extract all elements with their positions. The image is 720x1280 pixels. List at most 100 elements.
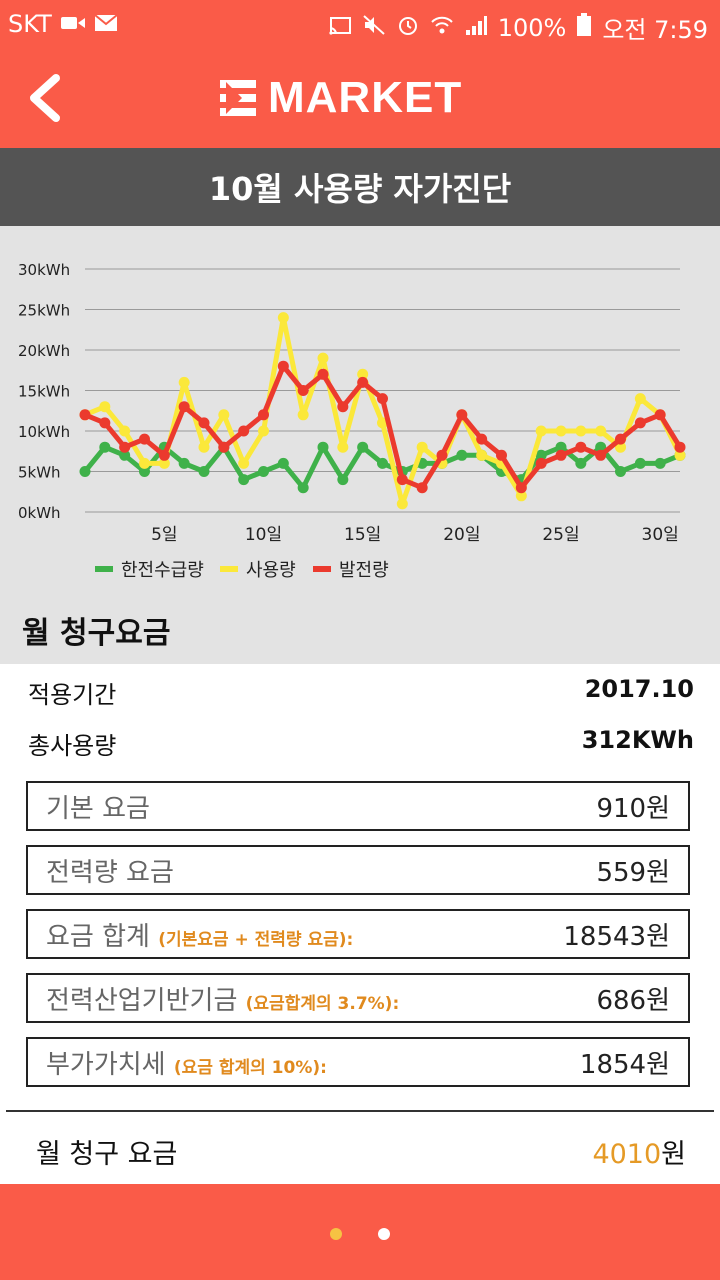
bill-item-energy-fee: 전력량 요금 559원 bbox=[26, 845, 690, 895]
data-point bbox=[555, 425, 567, 437]
chart-panel: 0kWh 5kWh 10kWh 15kWh 20kWh 25kWh 30kWh 5일 10일 15… bbox=[0, 226, 720, 664]
data-point bbox=[674, 441, 686, 453]
data-point bbox=[436, 449, 448, 461]
bill-item-label: 부가가치세 bbox=[46, 1049, 166, 1080]
usage-row: 총사용량 312KWh bbox=[28, 726, 694, 761]
series-line bbox=[84, 315, 683, 507]
data-point bbox=[555, 441, 567, 453]
data-point bbox=[119, 449, 131, 461]
bill-item-note: (요금합계의 3.7%): bbox=[245, 993, 400, 1014]
x-tick-label: 25일 bbox=[542, 525, 579, 545]
back-button[interactable] bbox=[20, 66, 80, 130]
battery-percent: 100% bbox=[497, 13, 567, 42]
usage-value: 312KWh bbox=[581, 726, 694, 754]
data-point bbox=[317, 441, 329, 453]
legend-swatch bbox=[220, 566, 238, 572]
data-point bbox=[595, 449, 607, 461]
total-amount: 4010 bbox=[592, 1139, 662, 1170]
x-tick-label: 30일 bbox=[642, 525, 679, 545]
data-point bbox=[258, 425, 269, 437]
total-row: 월 청구 요금 4010원 bbox=[36, 1132, 686, 1171]
x-tick-label: 15일 bbox=[344, 525, 381, 545]
logo-mark-icon bbox=[220, 78, 260, 118]
data-point bbox=[476, 433, 488, 445]
data-point bbox=[615, 433, 626, 445]
bill-item-note: (기본요금 + 전력량 요금): bbox=[158, 929, 354, 950]
x-tick-label: 20일 bbox=[443, 525, 480, 545]
mail-icon bbox=[94, 10, 118, 38]
data-point bbox=[615, 466, 626, 477]
back-chevron-icon bbox=[30, 74, 60, 122]
data-point bbox=[198, 466, 210, 477]
data-point bbox=[416, 441, 428, 453]
bill-item-subtotal: 요금 합계 (기본요금 + 전력량 요금): 18543원 bbox=[26, 909, 690, 959]
data-point bbox=[674, 449, 686, 461]
data-point bbox=[634, 417, 646, 429]
data-point bbox=[515, 482, 527, 494]
footer-pager bbox=[0, 1184, 720, 1280]
app-logo: MARKET bbox=[220, 70, 462, 126]
usage-chart: 0kWh 5kWh 10kWh 15kWh 20kWh 25kWh 30kWh 5일 10일 15… bbox=[18, 261, 686, 581]
bill-item-amount: 559원 bbox=[596, 857, 670, 888]
data-point bbox=[297, 482, 309, 494]
bill-item-label: 전력산업기반기금 bbox=[46, 985, 238, 1016]
data-point bbox=[634, 393, 646, 405]
data-point bbox=[119, 425, 131, 437]
data-point bbox=[337, 441, 349, 453]
data-point bbox=[535, 425, 547, 437]
legend-label: 발전량 bbox=[339, 560, 389, 581]
data-point bbox=[158, 457, 170, 469]
data-point bbox=[277, 312, 289, 324]
data-point bbox=[198, 417, 210, 429]
data-point bbox=[99, 441, 111, 453]
data-point bbox=[337, 401, 349, 413]
data-point bbox=[377, 457, 388, 469]
x-tick-label: 10일 bbox=[245, 525, 282, 545]
page-title-bar: 10월 사용량 자가진단 bbox=[0, 148, 720, 226]
total-divider bbox=[6, 1110, 714, 1112]
bill-item-label: 기본 요금 bbox=[46, 793, 150, 824]
period-value: 2017.10 bbox=[584, 675, 694, 703]
data-point bbox=[357, 376, 369, 388]
data-point bbox=[178, 401, 190, 413]
data-point bbox=[297, 409, 309, 421]
legend-label: 한전수급량 bbox=[121, 560, 204, 581]
status-bar: SKT 100% 오전 7:59 bbox=[0, 0, 720, 48]
bill-section-title: 월 청구요금 bbox=[22, 616, 171, 651]
data-point bbox=[476, 449, 488, 461]
data-point bbox=[178, 376, 190, 388]
page-indicator-1[interactable] bbox=[330, 1228, 342, 1240]
bill-item-power-fund: 전력산업기반기금 (요금합계의 3.7%): 686원 bbox=[26, 973, 690, 1023]
y-tick-label: 15kWh bbox=[18, 383, 70, 401]
data-point bbox=[555, 449, 567, 461]
data-point bbox=[357, 368, 369, 380]
alarm-icon bbox=[396, 13, 420, 43]
bill-item-amount: 686원 bbox=[596, 985, 670, 1016]
data-point bbox=[99, 401, 111, 413]
data-point bbox=[317, 352, 329, 364]
legend-label: 사용량 bbox=[246, 560, 296, 581]
page-indicator-2[interactable] bbox=[378, 1228, 390, 1240]
data-point bbox=[178, 457, 190, 469]
data-point bbox=[575, 425, 587, 437]
data-point bbox=[535, 449, 547, 461]
y-tick-label: 10kWh bbox=[18, 423, 70, 441]
legend-swatch bbox=[95, 566, 113, 572]
data-point bbox=[496, 449, 507, 461]
data-point bbox=[198, 441, 210, 453]
total-unit: 원 bbox=[661, 1139, 686, 1170]
data-point bbox=[456, 449, 468, 461]
app-bar: MARKET bbox=[0, 48, 720, 148]
data-point bbox=[317, 368, 329, 380]
data-point bbox=[258, 466, 269, 477]
data-point bbox=[79, 466, 91, 477]
bill-item-amount: 910원 bbox=[596, 793, 670, 824]
data-point bbox=[535, 457, 547, 469]
battery-icon bbox=[576, 12, 592, 43]
data-point bbox=[595, 425, 607, 437]
data-point bbox=[238, 474, 250, 486]
data-point bbox=[119, 441, 131, 453]
data-point bbox=[654, 457, 666, 469]
data-point bbox=[277, 360, 289, 372]
data-point bbox=[79, 409, 91, 421]
